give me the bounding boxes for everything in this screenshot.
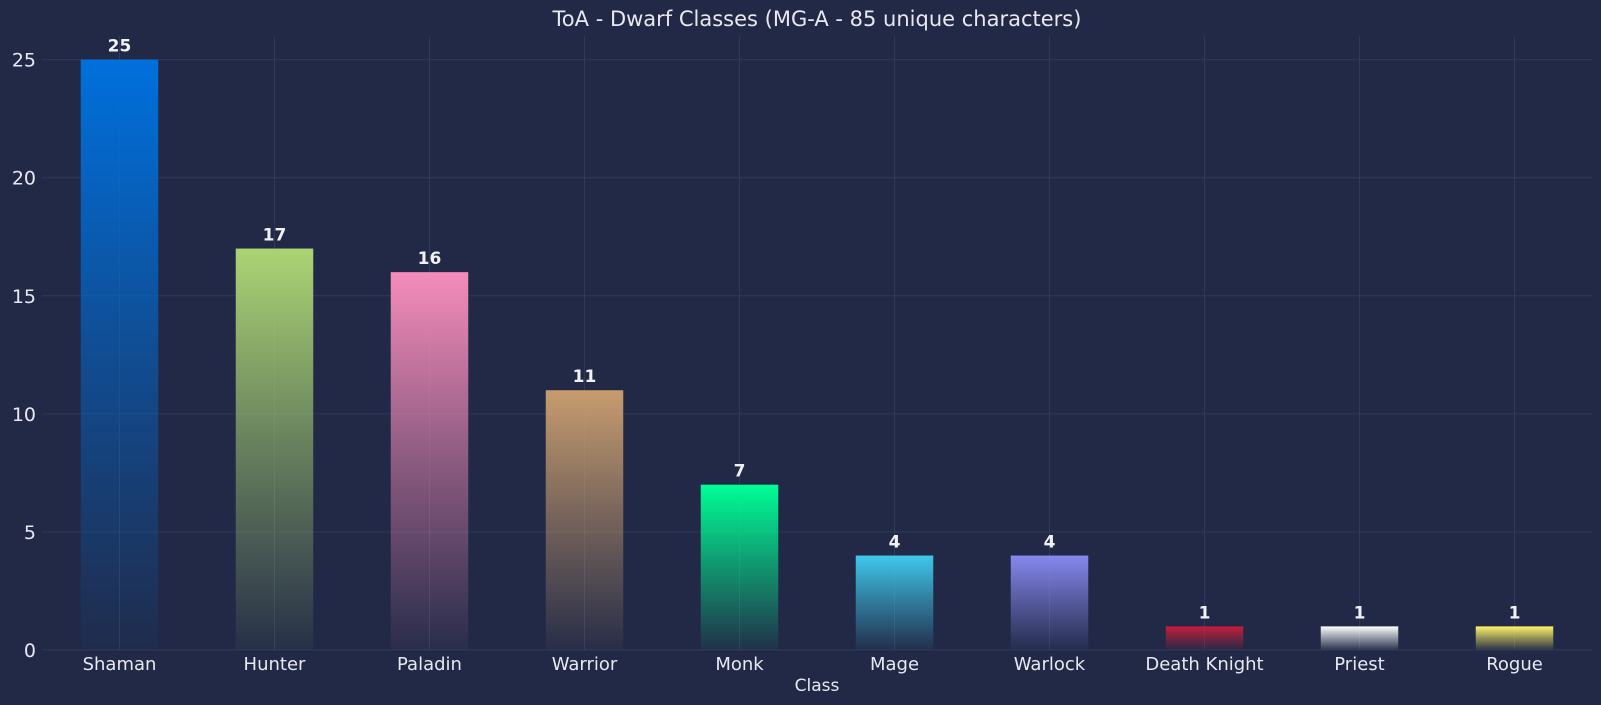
x-tick-label: Shaman <box>83 654 157 675</box>
bar-priest <box>1320 626 1399 650</box>
data-label: 7 <box>734 462 746 482</box>
x-axis-ticks: Shaman Hunter Paladin Warrior Monk Mage Warloc… <box>83 654 1543 675</box>
x-tick-label: Paladin <box>397 654 462 675</box>
y-axis-ticks: 0 5 10 15 20 25 <box>12 50 36 662</box>
data-label: 11 <box>573 367 597 387</box>
data-label: 25 <box>108 37 132 57</box>
bar-warlock <box>1010 555 1089 650</box>
data-label: 4 <box>889 533 901 553</box>
data-label: 1 <box>1354 603 1366 623</box>
y-tick-label: 10 <box>12 404 36 426</box>
x-tick-label: Death Knight <box>1145 654 1263 675</box>
bars <box>80 59 1554 651</box>
x-tick-label: Warlock <box>1014 654 1086 675</box>
data-label: 4 <box>1044 533 1056 553</box>
chart-title: ToA - Dwarf Classes (MG-A - 85 unique ch… <box>552 7 1082 31</box>
data-label: 17 <box>263 226 287 246</box>
x-tick-label: Monk <box>715 654 764 675</box>
x-tick-label: Hunter <box>244 654 306 675</box>
y-tick-label: 20 <box>12 168 36 190</box>
bar-warrior <box>545 390 624 650</box>
bar-shaman <box>80 59 159 651</box>
x-axis-label: Class <box>795 676 840 696</box>
x-tick-label: Rogue <box>1486 654 1543 675</box>
x-tick-label: Mage <box>870 654 919 675</box>
data-label: 1 <box>1199 603 1211 623</box>
x-tick-label: Warrior <box>552 654 618 675</box>
data-label: 1 <box>1509 603 1521 623</box>
y-tick-label: 15 <box>12 286 36 308</box>
bar-paladin <box>390 272 469 650</box>
bar-mage <box>855 555 934 650</box>
x-tick-label: Priest <box>1334 654 1384 675</box>
data-label: 16 <box>418 249 442 269</box>
y-tick-label: 0 <box>24 640 36 662</box>
bar-hunter <box>235 248 314 651</box>
y-tick-label: 5 <box>24 522 36 544</box>
bar-monk <box>700 484 779 650</box>
bar-rogue <box>1475 626 1554 650</box>
bar-death-knight <box>1165 626 1244 650</box>
y-tick-label: 25 <box>12 50 36 72</box>
